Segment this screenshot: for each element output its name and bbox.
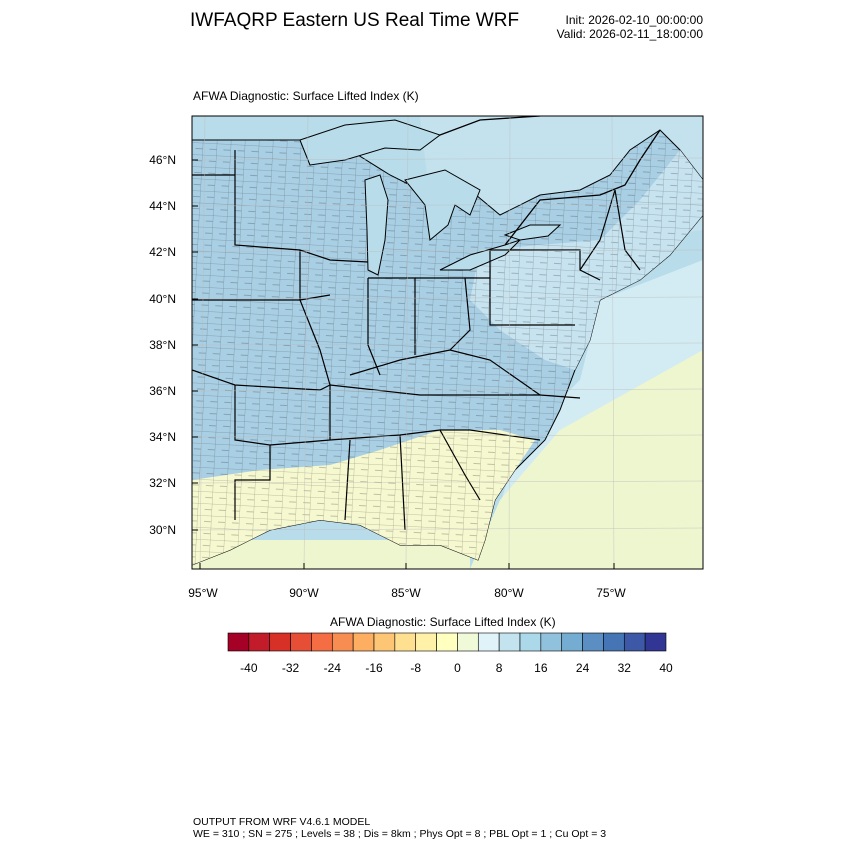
- init-time: Init: 2026-02-10_00:00:00: [565, 13, 703, 27]
- colorbar-tick-label: -24: [324, 661, 342, 675]
- colorbar-swatch: [582, 632, 604, 652]
- colorbar-swatch: [498, 632, 521, 652]
- colorbar-tick-label: 32: [618, 661, 632, 675]
- colorbar-swatch: [352, 632, 375, 652]
- lat-labels: 46°N 44°N 42°N 40°N 38°N 36°N 34°N 32°N …: [149, 153, 176, 537]
- colorbar-tick-label: 24: [576, 661, 590, 675]
- lake-ontario: [503, 224, 562, 241]
- lon-ticks: [199, 563, 615, 569]
- footer-config-line: WE = 310 ; SN = 275 ; Levels = 38 ; Dis …: [193, 828, 607, 840]
- colorbar-swatch: [269, 632, 291, 652]
- colorbar-tick-label: -8: [410, 661, 421, 675]
- colorbar-swatch: [561, 632, 583, 652]
- lat-label-46: 46°N: [149, 153, 176, 167]
- colorbar-tick-label: 40: [659, 661, 673, 675]
- colorbar-swatch: [394, 632, 417, 652]
- colorbar-swatch: [457, 632, 479, 652]
- atlantic-warm: [470, 350, 703, 569]
- lon-label-75: 75°W: [596, 586, 626, 600]
- colorbar-swatch: [623, 632, 646, 652]
- state-borders: [192, 150, 641, 531]
- lon-label-80: 80°W: [494, 586, 524, 600]
- lake-michigan: [364, 174, 389, 276]
- map-field: [192, 116, 703, 569]
- lat-label-42: 42°N: [149, 245, 176, 259]
- colorbar-swatch: [644, 632, 667, 652]
- colorbar-swatch: [290, 632, 312, 652]
- colorbar-tick-label: 16: [534, 661, 548, 675]
- colorbar-swatch: [415, 632, 437, 652]
- gulf-warm: [192, 540, 470, 569]
- graticule: [192, 116, 703, 569]
- colorbar-swatch: [331, 632, 354, 652]
- lat-label-30: 30°N: [149, 523, 176, 537]
- lon-label-90: 90°W: [289, 586, 319, 600]
- lat-label-34: 34°N: [149, 430, 176, 444]
- colorbar-swatch: [227, 632, 250, 652]
- lon-label-95: 95°W: [188, 586, 218, 600]
- panel-title: AFWA Diagnostic: Surface Lifted Index (K…: [193, 89, 419, 103]
- colorbar-swatch: [311, 632, 333, 652]
- colorbar-swatch: [603, 632, 625, 652]
- footer-model-line: OUTPUT FROM WRF V4.6.1 MODEL: [193, 816, 371, 828]
- lat-label-38: 38°N: [149, 338, 176, 352]
- colorbar-swatch: [540, 632, 563, 652]
- lake-superior: [299, 119, 442, 166]
- colorbar-swatch: [373, 632, 396, 652]
- colorbar-title: AFWA Diagnostic: Surface Lifted Index (K…: [330, 615, 556, 629]
- colorbar-tick-label: 0: [454, 661, 461, 675]
- colorbar-tick-label: 8: [496, 661, 503, 675]
- colorbar-tick-label: -32: [282, 661, 300, 675]
- colorbar-swatch: [519, 632, 542, 652]
- main-title: IWFAQRP Eastern US Real Time WRF: [190, 10, 520, 31]
- colorbar-labels: -40 -32 -24 -16 -8 0 8 16 24 32 40: [240, 661, 673, 675]
- county-lines: [192, 130, 703, 565]
- lat-label-36: 36°N: [149, 384, 176, 398]
- colorbar-tick-label: -40: [240, 661, 258, 675]
- colorbar-swatch: [477, 632, 500, 652]
- lat-label-32: 32°N: [149, 476, 176, 490]
- colorbar-swatch: [248, 632, 271, 652]
- colorbar-tick-label: -16: [365, 661, 383, 675]
- valid-time: Valid: 2026-02-11_18:00:00: [556, 27, 703, 41]
- map-frame: [191, 115, 704, 570]
- lon-label-85: 85°W: [391, 586, 421, 600]
- lat-ticks: [192, 159, 198, 531]
- colorbar: [227, 632, 667, 652]
- lon-labels: 95°W 90°W 85°W 80°W 75°W: [188, 586, 626, 600]
- lat-label-44: 44°N: [149, 199, 176, 213]
- colorbar-swatch: [436, 632, 458, 652]
- lat-label-40: 40°N: [149, 292, 176, 306]
